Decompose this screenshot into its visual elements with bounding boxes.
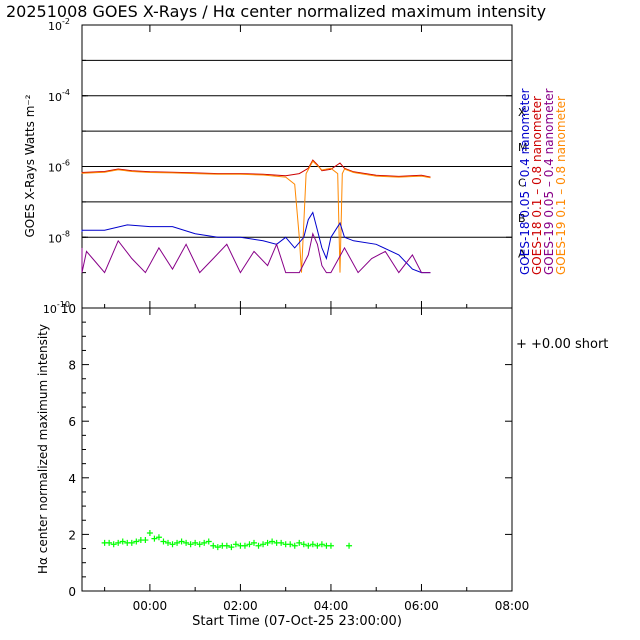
- halpha-point: [214, 544, 221, 551]
- series-line: [81, 211, 431, 274]
- y-tick-label-top: 10-2: [48, 17, 70, 33]
- halpha-point: [119, 538, 126, 545]
- y-tick-label-top: 10-8: [48, 229, 70, 245]
- halpha-point: [155, 534, 162, 541]
- series-line: [81, 232, 431, 274]
- halpha-point: [169, 541, 176, 548]
- xray-gridlines: [82, 59, 512, 238]
- flare-class-label: B: [518, 212, 526, 225]
- x-axis-tick-labels: 00:00 02:00 04:00 06:00 08:00: [133, 599, 530, 613]
- xray-y-tick-labels: 10-2 10-4 10-6 10-8 10-10: [43, 17, 70, 316]
- halpha-point: [192, 539, 199, 546]
- y-tick-label-bottom: 4: [68, 472, 76, 486]
- flare-class-label: C: [518, 177, 526, 190]
- halpha-point: [309, 541, 316, 548]
- halpha-point: [205, 538, 212, 545]
- halpha-point: [183, 539, 190, 546]
- x-tick-label: 08:00: [495, 599, 530, 613]
- x-tick-label: 04:00: [314, 599, 349, 613]
- halpha-point: [228, 544, 235, 551]
- x-tick-label: 06:00: [404, 599, 439, 613]
- halpha-point: [241, 542, 248, 549]
- series-line: [81, 160, 431, 273]
- halpha-y-tick-labels: 0 2 4 6 8 10: [61, 302, 76, 599]
- halpha-point: [318, 541, 325, 548]
- halpha-point: [165, 539, 171, 546]
- flare-class-label: A: [518, 247, 526, 260]
- halpha-point: [246, 541, 253, 548]
- legend-entry: GOES-18 0.05 – 0.4 nanometer: [518, 88, 532, 275]
- halpha-point: [291, 542, 298, 549]
- halpha-point: [264, 539, 271, 546]
- halpha-point: [106, 539, 113, 546]
- flare-class-label: X: [518, 106, 526, 119]
- halpha-point: [278, 539, 285, 546]
- halpha-legend: + +0.00 short: [516, 337, 608, 352]
- halpha-scatter-series: [101, 529, 353, 551]
- x-tick-label: 00:00: [133, 599, 168, 613]
- y-tick-label-bottom: 0: [68, 585, 76, 599]
- halpha-point: [255, 542, 262, 549]
- y-tick-label-bottom: 6: [68, 415, 76, 429]
- halpha-point: [115, 539, 122, 546]
- halpha-point: [210, 542, 217, 549]
- xray-tick-marks: [82, 24, 513, 309]
- halpha-plot-frame: [81, 307, 513, 592]
- series-line: [81, 159, 431, 178]
- halpha-point: [269, 538, 276, 545]
- chart-title: 20251008 GOES X-Rays / Hα center normali…: [6, 2, 546, 21]
- legend-entry: GOES-19 0.1 – 0.8 nanometer: [554, 96, 568, 275]
- halpha-point: [160, 538, 167, 545]
- halpha-point: [142, 537, 149, 544]
- halpha-point: [287, 541, 294, 548]
- legend-entry: GOES-18 0.1 – 0.8 nanometer: [530, 96, 544, 275]
- legend-entry: GOES-19 0.05 – 0.4 nanometer: [542, 88, 556, 275]
- y-tick-label-bottom: 8: [68, 359, 76, 373]
- halpha-point: [223, 542, 230, 549]
- x-tick-label: 02:00: [223, 599, 258, 613]
- y-tick-label-bottom: 2: [68, 528, 76, 542]
- halpha-point: [260, 541, 267, 548]
- halpha-point: [305, 542, 312, 549]
- halpha-point: [296, 539, 303, 546]
- y-tick-label-bottom: 10: [61, 302, 76, 316]
- halpha-point: [327, 542, 334, 549]
- halpha-point: [110, 541, 117, 548]
- xray-series-group: [81, 159, 431, 274]
- halpha-point: [146, 529, 153, 536]
- halpha-point: [251, 539, 257, 546]
- x-axis-label: Start Time (07-Oct-25 23:00:00): [192, 614, 402, 629]
- halpha-point: [201, 539, 208, 546]
- halpha-point: [196, 541, 203, 548]
- y-tick-label-top: 10-10: [43, 300, 70, 316]
- halpha-tick-marks: [82, 307, 513, 592]
- halpha-point: [187, 541, 194, 548]
- y-tick-label-top: 10-6: [48, 159, 70, 175]
- halpha-point: [174, 539, 181, 546]
- xray-y-axis-label: GOES X-Rays Watts m⁻²: [23, 94, 37, 237]
- flare-class-label: M: [518, 141, 528, 154]
- halpha-point: [133, 538, 140, 545]
- flare-class-labels: X M C B A: [518, 106, 528, 261]
- halpha-point: [178, 538, 185, 545]
- halpha-y-axis-label: Hα center normalized maximum intensity: [36, 324, 50, 574]
- halpha-point: [232, 541, 239, 548]
- halpha-point: [314, 542, 321, 549]
- halpha-point: [128, 539, 135, 546]
- halpha-point: [151, 535, 158, 542]
- halpha-point: [346, 542, 353, 549]
- y-tick-label-top: 10-4: [48, 88, 70, 104]
- halpha-point: [300, 541, 307, 548]
